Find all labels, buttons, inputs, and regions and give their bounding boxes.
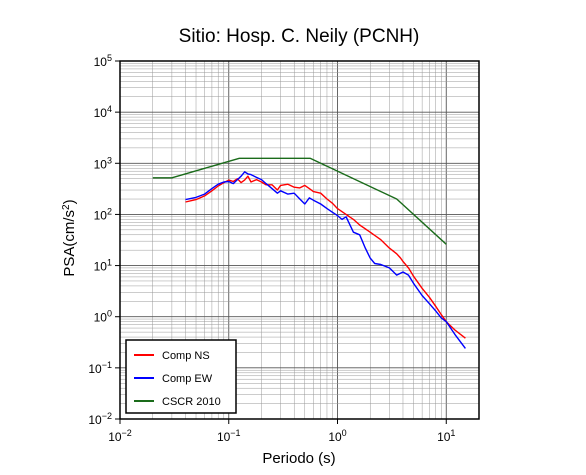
- legend-label-comp-ns: Comp NS: [162, 350, 210, 362]
- series-line-comp-ns: [185, 175, 466, 339]
- y-axis-ticks: 10−2 10−1 100 101 102 103 104 105: [88, 53, 120, 427]
- y-tick-label: 101: [94, 258, 112, 274]
- legend: Comp NS Comp EW CSCR 2010: [125, 339, 237, 414]
- series-lines: [152, 157, 466, 349]
- y-tick-label: 104: [94, 104, 112, 120]
- y-tick-label: 103: [94, 155, 112, 171]
- y-axis-label-text: PSA(cm/s: [61, 210, 78, 277]
- legend-label-cscr-2010: CSCR 2010: [162, 396, 221, 408]
- series-line-cscr-2010: [152, 157, 447, 245]
- y-tick-label: 10−2: [88, 411, 112, 427]
- y-axis-label-close: ): [61, 199, 78, 204]
- y-tick-label: 102: [94, 206, 112, 222]
- chart-title: Sitio: Hosp. C. Neily (PCNH): [179, 26, 420, 47]
- grid: [119, 60, 480, 420]
- y-tick-label: 10−1: [88, 360, 112, 376]
- x-tick-label: 101: [437, 428, 455, 444]
- y-tick-label: 100: [94, 309, 112, 325]
- x-tick-label: 10−1: [217, 428, 241, 444]
- x-axis-label: Periodo (s): [262, 450, 335, 467]
- legend-label-comp-ew: Comp EW: [162, 373, 213, 385]
- plot-border: [119, 60, 480, 420]
- y-tick-label: 105: [94, 53, 112, 69]
- y-axis-label-superscript: 2: [61, 204, 72, 210]
- y-axis-label: PSA(cm/s2): [61, 199, 79, 276]
- x-axis-ticks: 10−2 10−1 100 101: [108, 419, 455, 444]
- x-tick-label: 10−2: [108, 428, 132, 444]
- x-tick-label: 100: [328, 428, 346, 444]
- plot-frame: [119, 60, 480, 420]
- series-line-comp-ew: [185, 171, 466, 349]
